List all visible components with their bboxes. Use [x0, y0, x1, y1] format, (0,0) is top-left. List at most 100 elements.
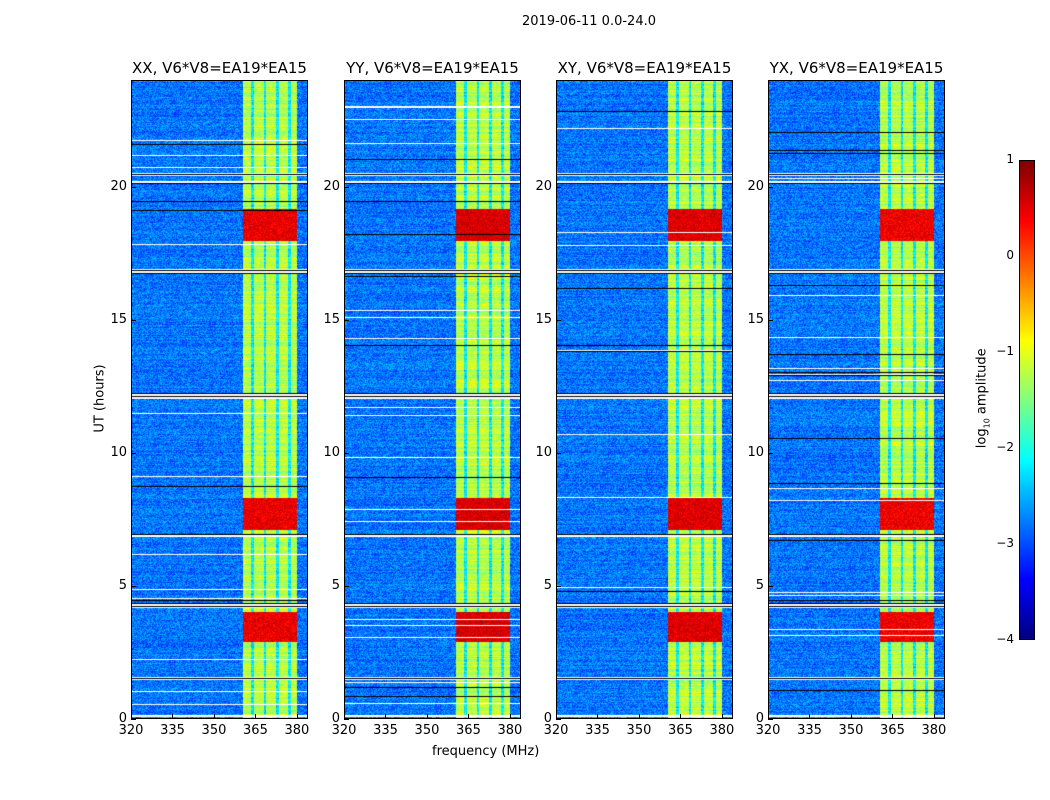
y-tick-mark	[768, 585, 773, 587]
x-tick-mark	[213, 714, 215, 719]
heatmap-panel	[131, 80, 308, 719]
x-tick-mark	[426, 714, 428, 719]
y-tick-mark	[131, 319, 136, 321]
x-tick-label: 350	[201, 723, 227, 738]
x-tick-label: 320	[755, 723, 781, 738]
y-tick-label: 5	[543, 577, 552, 593]
heatmap-cells	[769, 81, 944, 718]
x-tick-label: 320	[543, 723, 569, 738]
y-tick-label: 15	[747, 311, 764, 327]
y-tick-label: 5	[118, 577, 127, 593]
y-tick-mark	[768, 186, 773, 188]
x-tick-label: 380	[709, 723, 735, 738]
x-tick-mark	[556, 714, 557, 719]
x-tick-mark	[385, 714, 387, 719]
panel-title: XX, V6*V8=EA19*EA15	[132, 59, 307, 77]
colorbar-tick-label: −4	[996, 632, 1014, 646]
x-tick-label: 365	[668, 723, 693, 738]
heatmap-panel	[768, 80, 945, 719]
y-tick-label: 15	[535, 311, 552, 327]
x-tick-label: 380	[284, 723, 310, 738]
x-tick-label: 335	[585, 723, 610, 738]
y-tick-label: 20	[323, 178, 340, 194]
y-tick-label: 5	[331, 577, 340, 593]
y-tick-mark	[556, 585, 561, 587]
y-tick-label: 15	[323, 311, 340, 327]
heatmap-panel	[556, 80, 733, 719]
heatmap-cells	[132, 81, 307, 718]
x-tick-label: 335	[797, 723, 822, 738]
panel-title: YX, V6*V8=EA19*EA15	[769, 59, 944, 77]
x-tick-label: 320	[331, 723, 357, 738]
x-tick-mark	[680, 714, 682, 719]
y-tick-mark	[131, 186, 136, 188]
x-tick-label: 350	[838, 723, 864, 738]
x-tick-mark	[638, 714, 640, 719]
x-tick-mark	[850, 714, 852, 719]
y-axis-label: UT (hours)	[92, 364, 108, 433]
x-tick-mark	[809, 714, 811, 719]
y-tick-mark	[768, 719, 773, 720]
x-axis-label: frequency (MHz)	[432, 744, 540, 759]
panel-title: YY, V6*V8=EA19*EA15	[346, 59, 519, 77]
x-tick-mark	[933, 714, 935, 719]
y-tick-mark	[556, 319, 561, 321]
y-tick-mark	[768, 319, 773, 321]
figure-title: 2019-06-11 0.0-24.0	[522, 14, 656, 29]
y-tick-label: 5	[755, 577, 764, 593]
y-tick-label: 0	[118, 711, 127, 726]
x-tick-label: 380	[497, 723, 523, 738]
y-tick-mark	[344, 452, 349, 454]
x-tick-label: 380	[921, 723, 947, 738]
heatmap-cells	[557, 81, 732, 718]
y-tick-mark	[556, 452, 561, 454]
y-tick-label: 0	[755, 711, 764, 726]
y-tick-mark	[344, 585, 349, 587]
y-tick-label: 10	[747, 444, 764, 460]
y-tick-mark	[131, 719, 136, 720]
y-tick-mark	[344, 186, 349, 188]
y-tick-label: 20	[535, 178, 552, 194]
y-tick-label: 0	[331, 711, 340, 726]
colorbar-tick-label: −2	[996, 440, 1014, 454]
x-tick-mark	[131, 714, 132, 719]
colorbar-tick-label: −1	[996, 344, 1014, 358]
y-tick-mark	[344, 719, 349, 720]
y-tick-mark	[556, 186, 561, 188]
x-tick-mark	[468, 714, 470, 719]
x-tick-label: 320	[118, 723, 144, 738]
x-tick-label: 335	[373, 723, 398, 738]
x-tick-label: 365	[880, 723, 905, 738]
y-tick-label: 20	[110, 178, 127, 194]
x-tick-mark	[597, 714, 599, 719]
colorbar	[1019, 160, 1035, 640]
heatmap-panel	[344, 80, 521, 719]
colorbar-tick-label: 1	[1006, 152, 1014, 166]
y-tick-label: 10	[110, 444, 127, 460]
x-tick-label: 365	[456, 723, 481, 738]
colorbar-tick-label: −3	[996, 536, 1014, 550]
colorbar-label-sub: 10	[982, 418, 992, 429]
x-tick-mark	[892, 714, 894, 719]
colorbar-label: log10 amplitude	[975, 343, 992, 453]
x-tick-mark	[509, 714, 511, 719]
y-tick-label: 10	[535, 444, 552, 460]
y-tick-label: 15	[110, 311, 127, 327]
heatmap-cells	[345, 81, 520, 718]
x-tick-mark	[172, 714, 174, 719]
y-tick-label: 20	[747, 178, 764, 194]
y-tick-mark	[556, 719, 561, 720]
y-tick-label: 0	[543, 711, 552, 726]
x-tick-mark	[296, 714, 298, 719]
y-tick-label: 10	[323, 444, 340, 460]
x-tick-mark	[721, 714, 723, 719]
colorbar-tick-label: 0	[1006, 248, 1014, 262]
x-tick-label: 335	[160, 723, 185, 738]
x-tick-mark	[768, 714, 769, 719]
colorbar-label-rest: amplitude	[974, 348, 990, 419]
y-tick-mark	[131, 452, 136, 454]
x-tick-label: 350	[414, 723, 440, 738]
y-tick-mark	[131, 585, 136, 587]
x-tick-label: 350	[626, 723, 652, 738]
